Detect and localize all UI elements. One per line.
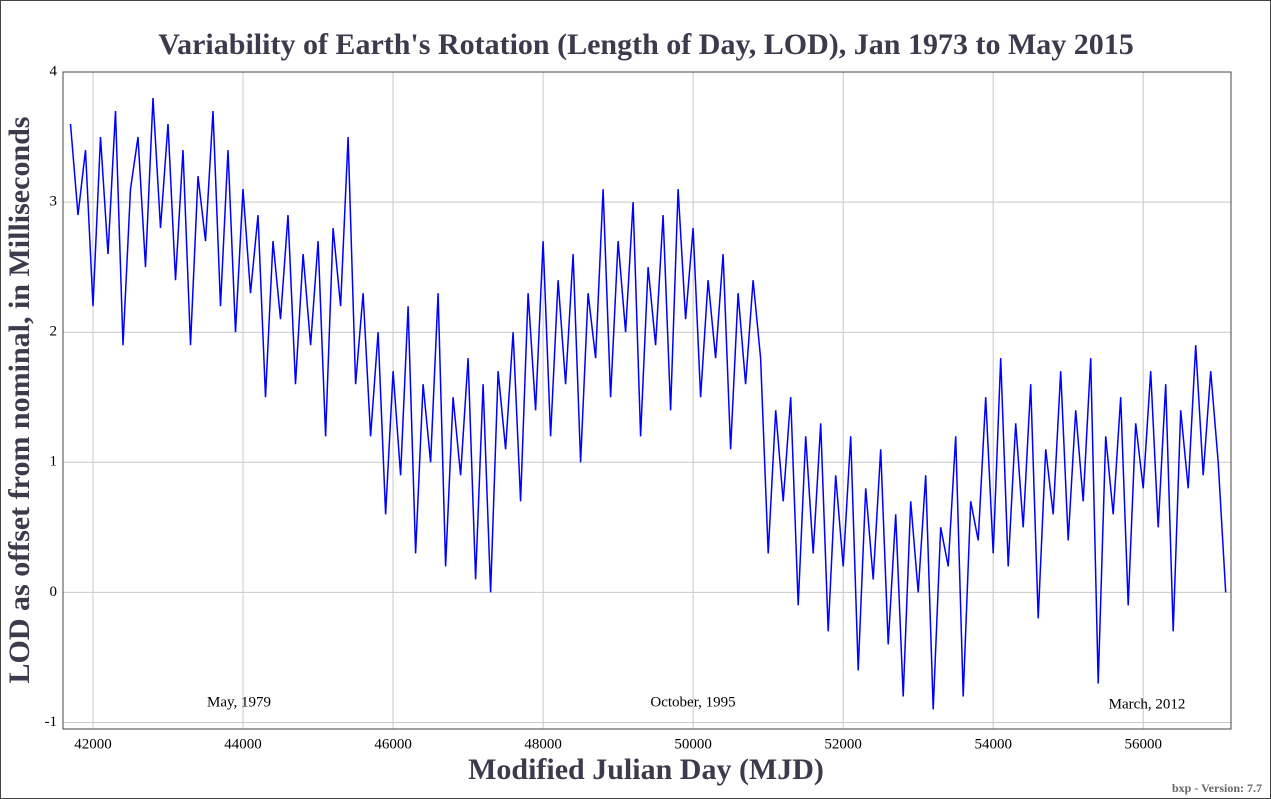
y-tick-label: 1 bbox=[50, 454, 58, 470]
annotation: October, 1995 bbox=[650, 694, 735, 710]
x-tick-label: 48000 bbox=[524, 736, 562, 752]
data-line bbox=[69, 97, 1227, 710]
y-tick-label: 2 bbox=[50, 324, 58, 340]
y-tick-label: 3 bbox=[50, 194, 58, 210]
plot-border bbox=[62, 71, 1232, 730]
y-tick-label: -1 bbox=[45, 714, 58, 730]
x-tick-label: 50000 bbox=[674, 736, 712, 752]
footer: bxp - Version: 7.7 bbox=[1172, 781, 1262, 795]
plot-area bbox=[63, 72, 1231, 729]
x-tick-label: 42000 bbox=[74, 736, 112, 752]
annotation: May, 1979 bbox=[207, 694, 271, 710]
y-tick-label: 0 bbox=[50, 584, 58, 600]
x-tick-label: 46000 bbox=[374, 736, 412, 752]
y-axis-label: LOD as offset from nominal, in Milliseco… bbox=[3, 117, 36, 684]
chart-title: Variability of Earth's Rotation (Length … bbox=[158, 28, 1134, 61]
x-tick-label: 54000 bbox=[974, 736, 1012, 752]
x-axis-label: Modified Julian Day (MJD) bbox=[468, 753, 824, 786]
y-tick-label: 4 bbox=[50, 63, 58, 79]
annotation: March, 2012 bbox=[1109, 696, 1186, 712]
x-tick-label: 56000 bbox=[1124, 736, 1162, 752]
x-tick-label: 52000 bbox=[824, 736, 862, 752]
x-tick-label: 44000 bbox=[224, 736, 262, 752]
